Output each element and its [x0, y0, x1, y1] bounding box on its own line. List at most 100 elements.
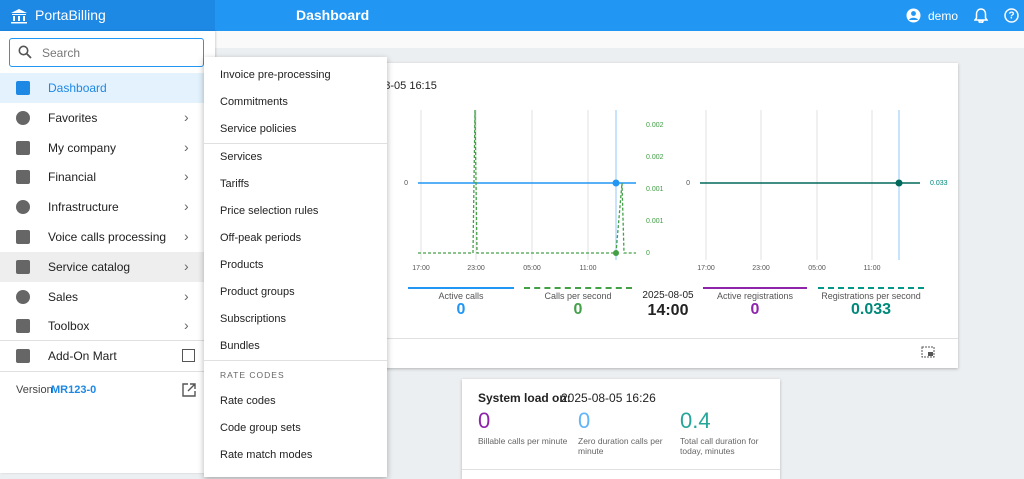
menu-label: My company — [48, 140, 117, 155]
card-divider — [462, 469, 780, 470]
submenu-divider — [204, 360, 387, 361]
menu-divider — [0, 371, 215, 372]
search-icon — [18, 45, 32, 59]
chevron: › — [184, 257, 189, 274]
series-dot — [895, 179, 903, 187]
x-tick-label: 17:00 — [697, 265, 715, 272]
menu-icon — [16, 230, 30, 244]
legend-line — [703, 287, 807, 289]
stat-value: 0 — [750, 301, 760, 318]
menu-item-bg[interactable] — [0, 162, 215, 192]
series-dot — [612, 179, 620, 187]
stat-label: Active registrations — [716, 291, 794, 301]
submenu-item[interactable]: Off-peak periods — [220, 232, 302, 244]
version: MR123-0 — [51, 384, 97, 396]
chevron: › — [184, 108, 189, 125]
submenu-item[interactable]: Products — [220, 259, 264, 271]
y-tick-label: 0 — [404, 180, 408, 187]
menu-label: Dashboard — [48, 81, 107, 95]
legend-line — [408, 287, 514, 289]
menu-icon — [16, 81, 30, 95]
realtime-charts: 17:00 23:00 05:00 11:00 0 0.002 0.002 0.001 0.00… — [404, 109, 948, 272]
legend-line — [524, 287, 632, 289]
y-tick-label: 0 — [686, 180, 690, 187]
series-dashed — [418, 109, 636, 254]
user-name[interactable]: demo — [928, 9, 959, 23]
x-tick-label: 17:00 — [412, 265, 430, 272]
load-label: Zero duration calls per minute — [578, 436, 663, 456]
search-placeholder: Search — [42, 46, 81, 60]
submenu-item[interactable]: Service policies — [220, 123, 297, 135]
menu-item-bg[interactable] — [0, 282, 215, 312]
menu-icon — [16, 200, 30, 215]
y2-tick-label: 0.002 — [646, 122, 664, 129]
submenu-item[interactable]: Rate match modes — [220, 449, 313, 461]
stat-label: Calls per second — [544, 291, 612, 301]
menu-label: Service catalog — [48, 259, 131, 274]
x-tick-label: 05:00 — [808, 265, 826, 272]
system-load-timestamp: 2025-08-05 16:26 — [561, 391, 656, 405]
stat-value: 0 — [456, 301, 466, 318]
submenu-item[interactable]: Tariffs — [220, 178, 250, 190]
user-icon[interactable] — [906, 8, 921, 23]
submenu-item[interactable]: Services — [220, 151, 263, 163]
submenu-item[interactable]: Product groups — [220, 286, 295, 298]
search-box[interactable] — [9, 38, 204, 67]
load-value: 0 — [478, 408, 491, 433]
stat-label: Active calls — [438, 291, 484, 301]
menu-item-bg[interactable] — [0, 251, 215, 282]
y2-tick-label: 0.001 — [646, 186, 664, 193]
menu-item-bg[interactable] — [0, 103, 215, 133]
bell-icon[interactable] — [974, 8, 988, 23]
submenu-item[interactable]: Rate codes — [220, 395, 276, 407]
submenu-item[interactable]: Bundles — [220, 340, 260, 352]
chevron: › — [184, 168, 189, 185]
help-icon[interactable]: ? — [1004, 8, 1019, 23]
x-tick-label: 05:00 — [523, 265, 541, 272]
submenu-section: RATE CODES — [220, 370, 285, 380]
y2-tick-label: 0.002 — [646, 154, 664, 161]
x-tick-label: 23:00 — [467, 265, 485, 272]
menu-icon — [16, 140, 30, 155]
external-icon[interactable] — [182, 349, 195, 363]
load-label: Total call duration for today, minutes — [680, 436, 759, 456]
menu-label: Infrastructure — [48, 200, 119, 215]
submenu-item[interactable]: Invoice pre-processing — [220, 69, 331, 81]
chevron: › — [184, 287, 189, 304]
legend-line — [818, 287, 924, 289]
brand-icon — [11, 9, 27, 24]
svg-text:?: ? — [1008, 11, 1014, 22]
version-label: Version — [16, 384, 53, 396]
menu-item-bg[interactable] — [0, 311, 215, 341]
chevron: › — [184, 228, 189, 244]
menu-label: Add-On Mart — [48, 349, 117, 364]
external-icon[interactable] — [182, 383, 196, 397]
stat-value: 0.033 — [850, 301, 892, 318]
chevron: › — [184, 317, 189, 334]
menu-item-bg[interactable] — [0, 73, 215, 103]
x-tick-label: 23:00 — [752, 265, 770, 272]
menu-icon — [16, 259, 30, 274]
submenu-item[interactable]: Commitments — [220, 96, 288, 108]
menu-icon — [16, 349, 30, 364]
submenu-item[interactable]: Code group sets — [220, 422, 301, 434]
menu-icon — [16, 110, 30, 125]
menu-label: Toolbox — [48, 319, 90, 334]
submenu — [204, 57, 387, 477]
submenu-item[interactable]: Subscriptions — [220, 313, 287, 325]
stat-label: Registrations per second — [821, 291, 921, 301]
stat-value: 0 — [573, 301, 583, 318]
load-value: 0 — [578, 408, 591, 433]
submenu-item[interactable]: Price selection rules — [220, 205, 319, 217]
clock-time: 14:00 — [647, 302, 689, 319]
load-value: 0.4 — [680, 408, 711, 433]
menu-icon — [16, 289, 30, 304]
clock-date: 2025-08-05 — [642, 290, 694, 301]
card-divider — [230, 338, 958, 339]
x-tick-label: 11:00 — [864, 265, 881, 272]
fullscreen-icon[interactable] — [921, 346, 935, 358]
submenu-divider — [204, 143, 387, 144]
system-load-card — [462, 379, 780, 479]
y2-tick-label: 0.033 — [930, 180, 948, 187]
